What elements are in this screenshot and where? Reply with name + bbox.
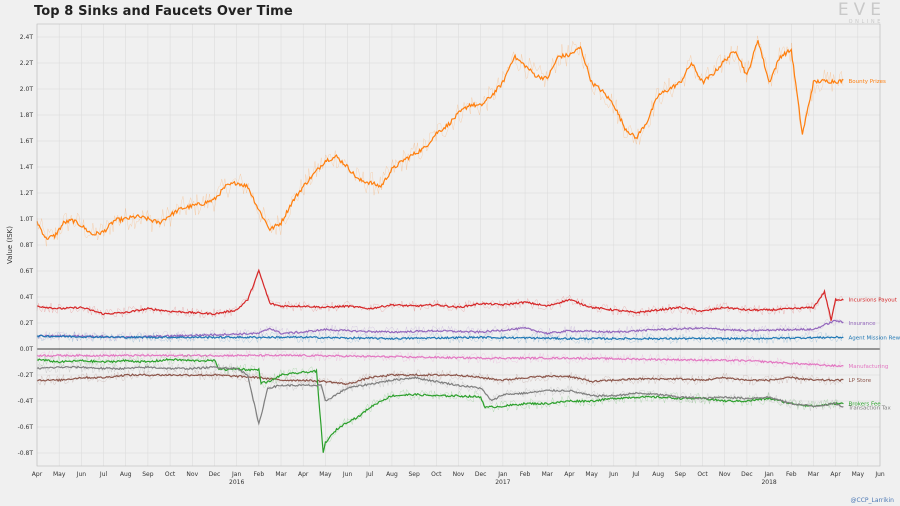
y-tick-label: 2.4T xyxy=(20,34,34,41)
y-tick-label: 1.2T xyxy=(20,190,34,197)
author-credit: @CCP_Larrikin xyxy=(850,497,894,504)
y-tick-label: -0.2T xyxy=(18,372,34,379)
x-tick-label: Jul xyxy=(631,471,640,478)
x-tick-label: Nov xyxy=(453,471,465,478)
x-tick-label: Jun xyxy=(874,471,885,478)
y-tick-label: 0.4T xyxy=(20,294,34,301)
y-tick-label: 1.0T xyxy=(20,216,34,223)
series-noise-band xyxy=(36,369,844,388)
x-tick-label: May xyxy=(319,471,332,478)
x-tick-label: May xyxy=(852,471,865,478)
series-line xyxy=(36,373,844,386)
gridlines xyxy=(36,24,881,466)
x-tick-label: Sep xyxy=(675,471,687,478)
x-tick-label: Sep xyxy=(408,471,420,478)
y-tick-label: 0.2T xyxy=(20,320,34,327)
x-tick-label: Jul xyxy=(99,471,108,478)
y-tick-label: -0.4T xyxy=(18,398,34,405)
x-tick-label: May xyxy=(53,471,66,478)
x-tick-label: Apr xyxy=(298,471,309,478)
y-tick-label: 1.8T xyxy=(20,112,34,119)
series-label: Brokers Fee xyxy=(849,402,882,408)
eve-online-logo: EVE ONLINE xyxy=(837,0,886,26)
x-tick-label: Feb xyxy=(254,471,265,478)
series-line xyxy=(36,319,844,339)
series-lines xyxy=(36,35,844,453)
y-tick-label: 0.8T xyxy=(20,242,34,249)
y-tick-label: 0.6T xyxy=(20,268,34,275)
y-tick-label: 1.6T xyxy=(20,138,34,145)
series-labels: Bounty Prizes Incursions Payout Insurance A… xyxy=(848,79,900,411)
series-noise-band xyxy=(36,269,844,322)
series-label: Bounty Prizes xyxy=(849,79,887,85)
x-tick-label: Jul xyxy=(365,471,374,478)
series-label: Agent Mission Rewards xyxy=(849,335,900,341)
series-line xyxy=(36,268,844,321)
series-label: Incursions Payout xyxy=(849,298,898,304)
series-label: Manufacturing xyxy=(849,364,889,370)
series-line xyxy=(36,334,844,341)
x-tick-label: Jun xyxy=(342,471,353,478)
x-tick-label: Sep xyxy=(142,471,154,478)
x-tick-label: Mar xyxy=(542,471,554,478)
x-tick-label: Feb xyxy=(786,471,797,478)
series-noise-band xyxy=(36,361,844,423)
x-tick-label: Mar xyxy=(275,471,287,478)
x-tick-label: Mar xyxy=(808,471,820,478)
x-tick-label: Dec xyxy=(741,471,753,478)
y-tick-label: 2.2T xyxy=(20,60,34,67)
x-tick-label: Oct xyxy=(431,471,442,478)
chart-title: Top 8 Sinks and Faucets Over Time xyxy=(34,4,293,19)
x-tick-label: Oct xyxy=(697,471,708,478)
series-label: Transaction Tax xyxy=(848,406,892,412)
series-noise-band xyxy=(36,331,844,345)
x-year-label: 2018 xyxy=(761,479,776,486)
x-tick-label: Jan xyxy=(497,471,507,478)
x-tick-label: Jan xyxy=(763,471,773,478)
x-tick-label: Aug xyxy=(120,471,132,478)
x-tick-label: Feb xyxy=(520,471,531,478)
x-tick-label: Oct xyxy=(165,471,176,478)
axes: Apr May Jun Jul Aug Sep Oct Nov Dec Jan Feb Mar Apr M… xyxy=(6,23,885,486)
series-line xyxy=(36,365,844,426)
series-line xyxy=(36,353,844,368)
series-label: LP Store xyxy=(849,378,872,384)
y-tick-label: 2.0T xyxy=(20,86,34,93)
x-tick-label: Jan xyxy=(231,471,241,478)
x-tick-label: Apr xyxy=(830,471,841,478)
x-tick-label: Jun xyxy=(76,471,87,478)
series-label: Insurance xyxy=(849,321,877,327)
y-tick-label: -0.6T xyxy=(18,424,34,431)
x-tick-label: Apr xyxy=(564,471,575,478)
x-tick-label: Nov xyxy=(186,471,198,478)
x-tick-label: Aug xyxy=(652,471,664,478)
x-year-label: 2016 xyxy=(229,479,244,486)
y-tick-label: -0.8T xyxy=(18,450,34,457)
x-tick-label: Jun xyxy=(608,471,619,478)
series-noise-band xyxy=(36,349,844,371)
x-tick-label: Dec xyxy=(475,471,487,478)
x-tick-label: Nov xyxy=(719,471,731,478)
series-noise-band xyxy=(36,35,844,247)
x-year-label: 2017 xyxy=(495,479,510,486)
y-axis-title: Value (ISK) xyxy=(6,226,14,264)
logo-subtext: ONLINE xyxy=(848,19,883,25)
x-tick-label: May xyxy=(585,471,598,478)
x-tick-label: Apr xyxy=(32,471,43,478)
plot-border xyxy=(36,23,881,467)
y-tick-label: 1.4T xyxy=(20,164,34,171)
y-tick-label: 0.0T xyxy=(20,346,34,353)
x-tick-label: Aug xyxy=(386,471,398,478)
series-line xyxy=(36,40,844,240)
logo-text: EVE xyxy=(837,0,886,20)
series-line xyxy=(36,357,844,453)
x-tick-label: Dec xyxy=(209,471,221,478)
